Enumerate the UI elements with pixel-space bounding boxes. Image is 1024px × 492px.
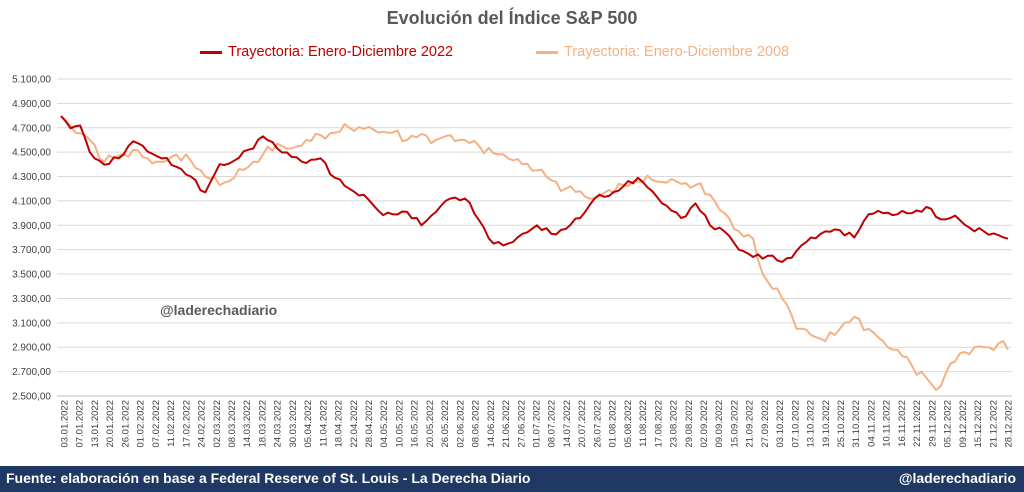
y-tick-label: 2.900,00 [12,343,51,354]
x-tick-label: 07.10.2022 [790,400,801,448]
y-tick-label: 2.700,00 [12,367,51,378]
y-tick-label: 4.900,00 [12,99,51,110]
y-tick-label: 2.500,00 [12,392,51,403]
x-tick-label: 26.07.2022 [592,400,603,448]
x-tick-label: 21.09.2022 [745,400,756,448]
y-tick-label: 5.100,00 [12,75,51,86]
y-tick-label: 4.700,00 [12,123,51,134]
x-tick-label: 02.09.2022 [699,400,710,448]
legend-label-2022: Trayectoria: Enero-Diciembre 2022 [228,44,454,60]
x-tick-label: 09.12.2022 [958,400,969,448]
x-tick-label: 07.02.2022 [151,400,162,448]
y-tick-label: 4.100,00 [12,196,51,207]
footer-handle: @laderechadiario [898,470,1016,486]
y-tick-label: 3.700,00 [12,245,51,256]
x-tick-label: 04.11.2022 [866,400,877,447]
x-tick-label: 08.03.2022 [227,400,238,448]
y-tick-label: 4.300,00 [12,172,51,183]
y-tick-label: 4.500,00 [12,148,51,159]
x-tick-label: 14.07.2022 [562,400,573,448]
x-tick-label: 03.10.2022 [775,400,786,448]
y-tick-label: 3.300,00 [12,294,51,305]
x-tick-label: 03.01.2022 [60,400,71,448]
x-tick-label: 27.06.2022 [516,400,527,448]
x-tick-label: 29.08.2022 [684,400,695,448]
x-tick-label: 28.04.2022 [364,400,375,448]
legend-swatch-2022 [200,50,222,54]
y-tick-label: 3.500,00 [12,270,51,281]
x-tick-label: 30.03.2022 [288,400,299,448]
x-tick-label: 18.04.2022 [334,400,345,448]
x-tick-label: 11.02.2022 [166,400,177,447]
x-tick-label: 15.09.2022 [729,400,740,448]
x-tick-label: 17.02.2022 [181,400,192,448]
footer-source: Fuente: elaboración en base a Federal Re… [6,470,531,486]
x-tick-label: 07.01.2022 [75,400,86,448]
x-tick-label: 20.05.2022 [425,400,436,448]
gridlines [57,78,1012,397]
x-tick-label: 16.11.2022 [897,400,908,447]
x-tick-label: 14.03.2022 [242,400,253,448]
series-line-2008 [60,115,1009,391]
x-tick-label: 15.12.2022 [973,400,984,448]
x-tick-label: 08.07.2022 [547,400,558,448]
x-tick-label: 21.06.2022 [501,400,512,448]
x-tick-label: 17.08.2022 [653,400,664,448]
x-tick-label: 24.02.2022 [197,400,208,448]
x-tick-label: 19.10.2022 [821,400,832,448]
line-chart: 2.500,00 2.700,00 2.900,00 3.100,00 3.300,00… [12,75,1015,448]
x-tick-label: 23.08.2022 [669,400,680,448]
x-tick-label: 05.04.2022 [303,400,314,448]
chart-title: Evolución del Índice S&P 500 [386,8,638,28]
y-tick-label: 3.100,00 [12,318,51,329]
x-tick-label: 08.06.2022 [471,400,482,448]
legend-item-2022: Trayectoria: Enero-Diciembre 2022 [200,44,453,60]
x-tick-label: 01.07.2022 [532,400,543,448]
x-tick-label: 26.01.2022 [120,400,131,448]
y-tick-label: 3.900,00 [12,221,51,232]
x-tick-label: 10.05.2022 [394,400,405,448]
x-tick-label: 25.10.2022 [836,400,847,448]
footer-bar: Fuente: elaboración en base a Federal Re… [0,466,1024,492]
x-tick-label: 13.10.2022 [806,400,817,448]
x-tick-label: 01.08.2022 [608,400,619,448]
x-tick-label: 11.04.2022 [318,400,329,447]
legend-item-2008: Trayectoria: Enero-Diciembre 2008 [536,44,789,60]
x-tick-label: 20.07.2022 [577,400,588,448]
x-tick-label: 29.11.2022 [927,400,938,447]
legend-swatch-2008 [536,50,558,54]
x-tick-label: 31.10.2022 [851,400,862,448]
x-tick-label: 02.03.2022 [212,400,223,448]
x-tick-label: 24.03.2022 [273,400,284,448]
x-tick-label: 05.08.2022 [623,400,634,448]
legend-label-2008: Trayectoria: Enero-Diciembre 2008 [564,44,790,60]
series-lines [60,115,1009,391]
x-tick-label: 16.05.2022 [410,400,421,448]
x-tick-label: 27.09.2022 [760,400,771,448]
x-tick-label: 10.11.2022 [882,400,893,447]
y-axis-ticks: 2.500,00 2.700,00 2.900,00 3.100,00 3.300,00… [12,75,51,403]
x-tick-label: 04.05.2022 [379,400,390,448]
x-axis-ticks: 03.01.2022 07.01.2022 13.01.2022 20.01.2022… [60,400,1015,448]
x-tick-label: 20.01.2022 [105,400,116,448]
x-tick-label: 22.04.2022 [349,400,360,448]
x-tick-label: 26.05.2022 [440,400,451,448]
x-tick-label: 11.08.2022 [638,400,649,447]
series-line-2022 [60,115,1009,263]
x-tick-label: 22.11.2022 [912,400,923,447]
x-tick-label: 13.01.2022 [90,400,101,448]
x-tick-label: 18.03.2022 [257,400,268,448]
x-tick-label: 09.09.2022 [714,400,725,448]
watermark: @laderechadiario [160,302,278,318]
x-tick-label: 21.12.2022 [988,400,999,448]
x-tick-label: 05.12.2022 [943,400,954,448]
x-tick-label: 01.02.2022 [136,400,147,448]
x-tick-label: 02.06.2022 [455,400,466,448]
x-tick-label: 28.12.2022 [1004,400,1015,448]
x-tick-label: 14.06.2022 [486,400,497,448]
